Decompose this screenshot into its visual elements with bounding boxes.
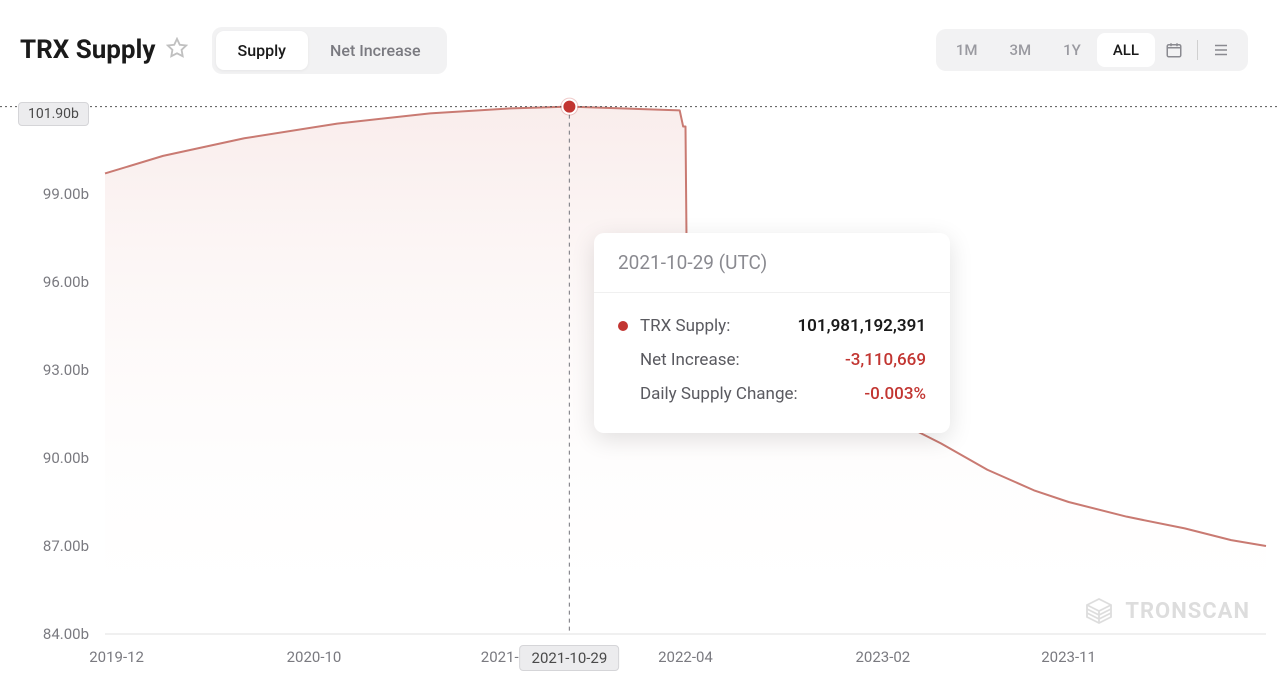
svg-text:87.00b: 87.00b [43,537,89,555]
tooltip-row-daily-change: Daily Supply Change: -0.003% [618,377,926,411]
chart-area[interactable]: 84.00b 87.00b 90.00b 93.00b 96.00b 99.00b 2019… [0,88,1280,685]
tooltip-body: TRX Supply: 101,981,192,391 Net Increase… [594,293,950,433]
menu-icon[interactable] [1202,35,1240,65]
range-3m[interactable]: 3M [993,33,1047,67]
time-range-group: 1M 3M 1Y ALL [936,29,1248,71]
tooltip-row-net-increase: Net Increase: -3,110,669 [618,343,926,377]
calendar-icon[interactable] [1155,35,1193,65]
svg-text:2023-02: 2023-02 [856,648,911,666]
tooltip-row-supply: TRX Supply: 101,981,192,391 [618,309,926,343]
watermark: TRONSCAN [1083,597,1250,625]
range-1m[interactable]: 1M [940,33,994,67]
favorite-star-icon[interactable] [166,37,188,63]
svg-text:2023-11: 2023-11 [1041,648,1096,666]
svg-text:90.00b: 90.00b [43,449,89,467]
toolbar-divider [1197,40,1198,60]
watermark-text: TRONSCAN [1125,599,1250,624]
svg-text:93.00b: 93.00b [43,361,89,379]
chart-header: TRX Supply Supply Net Increase 1M 3M 1Y … [0,0,1280,76]
tab-net-increase[interactable]: Net Increase [308,31,443,70]
tooltip-label: TRX Supply: [640,316,730,336]
chart-tooltip: 2021-10-29 (UTC) TRX Supply: 101,981,192… [594,233,950,433]
range-all[interactable]: ALL [1097,33,1155,67]
svg-text:96.00b: 96.00b [43,273,89,291]
svg-text:2019-12: 2019-12 [89,648,144,666]
svg-text:99.00b: 99.00b [43,185,89,203]
svg-text:2021-: 2021- [481,648,519,666]
page-title: TRX Supply [20,35,156,65]
tab-supply[interactable]: Supply [216,31,308,70]
tooltip-label: Daily Supply Change: [640,384,798,404]
range-1y[interactable]: 1Y [1047,33,1097,67]
tooltip-dot-icon [618,321,628,331]
tooltip-value: 101,981,192,391 [797,316,926,336]
tooltip-date: 2021-10-29 (UTC) [594,233,950,293]
tooltip-value: -0.003% [864,384,926,404]
svg-text:2020-10: 2020-10 [287,648,342,666]
tooltip-value: -3,110,669 [845,350,926,370]
y-crosshair-label: 101.90b [18,102,89,126]
x-crosshair-label: 2021-10-29 [520,645,620,671]
svg-text:2022-04: 2022-04 [658,648,713,666]
chart-mode-tabs: Supply Net Increase [212,27,447,74]
svg-text:84.00b: 84.00b [43,625,89,643]
tooltip-label: Net Increase: [640,350,740,370]
